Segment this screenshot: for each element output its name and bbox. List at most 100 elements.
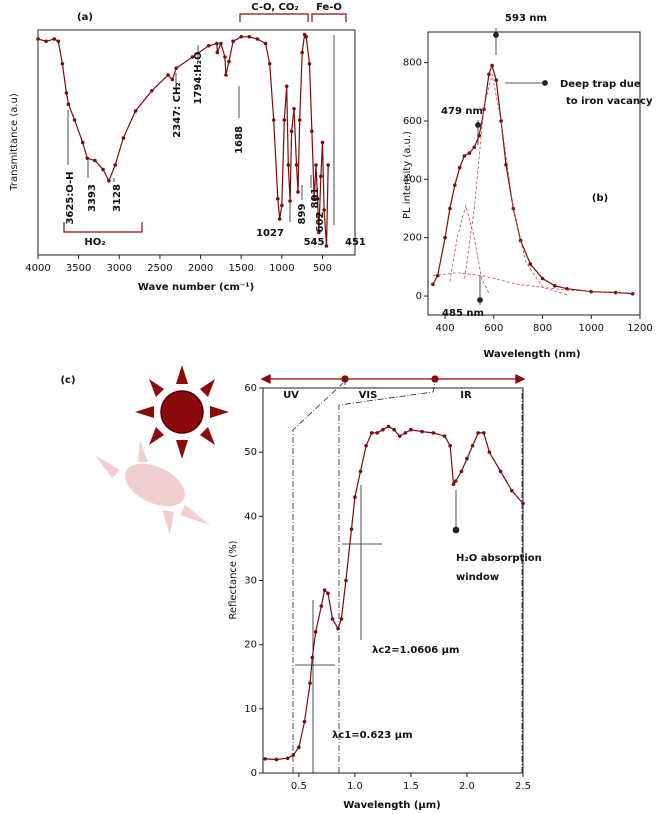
data-point: [319, 604, 324, 608]
annotation: 3625:O-H: [65, 171, 76, 224]
x-tick-label: 1200: [627, 323, 652, 334]
data-point: [255, 37, 260, 41]
data-point: [472, 145, 477, 150]
data-point: [451, 482, 456, 487]
data-point: [277, 217, 282, 221]
data-point: [224, 73, 228, 77]
data-point: [435, 273, 440, 278]
annotation: 2347: CH₂: [172, 82, 183, 137]
data-point: [101, 167, 105, 172]
data-point: [364, 443, 368, 448]
data-point: [274, 757, 279, 762]
x-tick-label: 0.5: [291, 781, 307, 792]
data-point: [528, 262, 533, 266]
annotation: 801: [310, 188, 321, 209]
data-point: [358, 469, 363, 474]
data-point: [431, 431, 436, 435]
inflection-cross: [295, 485, 460, 773]
x-tick-label: 1000: [579, 323, 604, 334]
annotation: C-O, CO₂: [251, 2, 299, 13]
y-tick-label: 20: [244, 640, 257, 651]
data-point: [263, 757, 268, 761]
y-axis-label: Reflectance (%): [228, 540, 239, 619]
data-point: [317, 230, 321, 235]
panel-label: (c): [60, 375, 75, 386]
data-point: [314, 163, 318, 167]
data-point: [275, 196, 280, 201]
x-tick-label: 2000: [188, 263, 213, 274]
data-point: [339, 617, 344, 621]
data-point: [239, 34, 244, 39]
data-point: [336, 626, 340, 631]
data-point: [310, 129, 314, 134]
annotation: 1688: [234, 126, 245, 154]
annotation: H₂O absorption: [456, 553, 542, 564]
data-point: [174, 66, 178, 71]
annotation: 1794:H₂O: [193, 51, 204, 104]
data-point: [282, 118, 287, 122]
data-point: [565, 286, 569, 291]
x-tick-label: 1000: [269, 263, 294, 274]
data-point: [490, 63, 494, 68]
data-point: [36, 37, 40, 41]
data-point: [215, 41, 219, 46]
faded-sun: [95, 440, 210, 535]
y-tick-label: 60: [244, 383, 257, 394]
x-tick-label: 1.0: [347, 781, 363, 792]
data-point: [375, 431, 380, 435]
data-point: [322, 208, 326, 212]
data-point: [448, 206, 452, 211]
x-tick-label: 400: [436, 323, 455, 334]
data-point: [344, 578, 348, 583]
data-point: [349, 527, 354, 531]
data-point: [521, 501, 525, 506]
fit-curve: [449, 204, 490, 294]
data-point: [613, 290, 618, 295]
y-tick-label: 40: [244, 511, 257, 522]
data-point: [552, 284, 557, 288]
data-point: [296, 190, 300, 194]
x-tick-label: 4000: [25, 263, 50, 274]
x-tick-label: 800: [533, 323, 552, 334]
data-point: [494, 78, 499, 82]
data-point: [280, 203, 284, 208]
data-point: [286, 163, 291, 167]
data-line: [37, 32, 329, 247]
x-tick-label: 1.5: [403, 781, 419, 792]
data-point: [300, 50, 304, 55]
data-point: [381, 427, 385, 432]
pointer: [475, 28, 548, 305]
panel-label: (a): [77, 12, 93, 23]
region-arrow: [260, 373, 526, 385]
data-point: [289, 129, 294, 134]
data-point: [397, 434, 402, 438]
data-point: [630, 291, 635, 296]
data-point: [291, 753, 296, 757]
data-point: [113, 163, 118, 167]
data-point: [297, 118, 302, 122]
data-point: [467, 151, 472, 155]
x-axis-label: Wave number (cm⁻¹): [138, 282, 254, 293]
data-point: [107, 178, 111, 183]
data-point: [284, 84, 289, 89]
data-point: [326, 163, 330, 167]
data-point: [56, 39, 61, 44]
data-point: [312, 196, 316, 201]
annotation: 479 nm: [441, 106, 483, 117]
annotation: to iron vacancy: [566, 96, 653, 107]
x-tick-label: 500: [313, 263, 332, 274]
annotation: window: [456, 572, 499, 583]
data-point: [308, 681, 312, 685]
y-axis-label: PL intensity (a.u.): [402, 131, 413, 219]
annotation: 1027: [256, 228, 284, 239]
data-point: [227, 59, 231, 64]
data-point: [294, 163, 299, 167]
y-tick-label: 200: [403, 233, 422, 244]
data-point: [481, 431, 486, 435]
annotation: λc2=1.0606 μm: [372, 645, 459, 656]
annotation: IR: [460, 390, 472, 401]
data-point: [60, 61, 65, 66]
data-point: [477, 133, 481, 138]
